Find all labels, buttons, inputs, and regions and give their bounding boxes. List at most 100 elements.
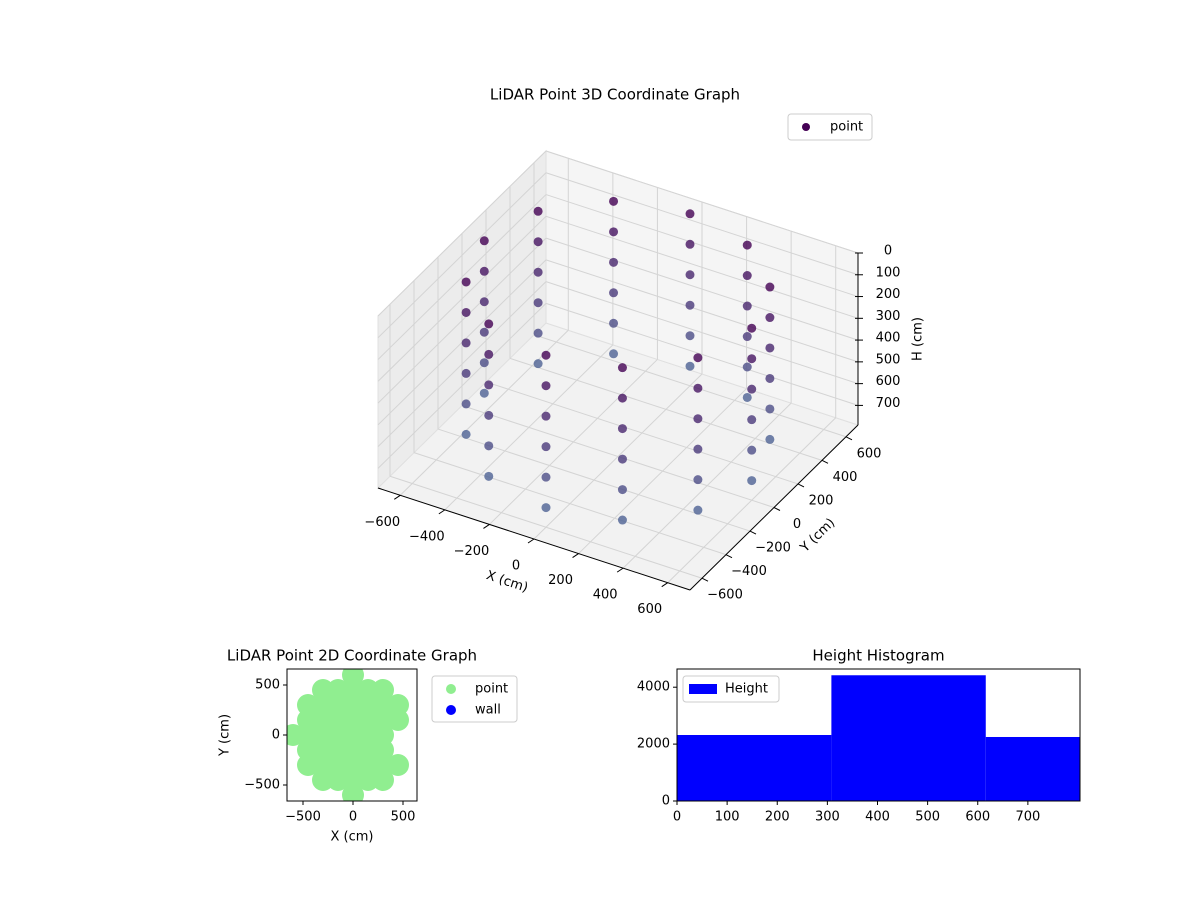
point [533,328,543,338]
point [533,267,543,277]
point [617,454,627,464]
grid-line [533,334,847,438]
point [533,206,543,216]
x-tick-label: −500 [285,810,321,825]
point [617,393,627,403]
point [484,349,494,359]
point [387,754,409,776]
z-tick-label: 500 [876,352,901,367]
point [484,410,494,420]
legend-label: Height [725,682,768,697]
x-tick [527,538,535,544]
legend-label: point [830,120,863,135]
y-axis-label: Y (cm) [218,714,233,757]
point [609,288,619,298]
y-tick [749,530,757,535]
grid-line [377,194,547,360]
x-tick [572,553,579,558]
point [765,373,775,383]
point [693,414,703,424]
y-tick [725,554,733,559]
point [533,298,543,308]
point [685,270,695,280]
point [479,266,489,276]
x-tick-label: 0 [512,559,520,574]
point [541,381,551,391]
point [533,359,543,369]
grid-line [545,302,859,406]
y-tick-label: −400 [731,564,767,579]
y-tick-label: −500 [244,778,280,793]
point [765,282,775,292]
point [765,404,775,414]
frame [286,668,418,802]
point [372,679,394,701]
z-tick-label: 300 [876,309,901,324]
y-tick-label: 4000 [637,680,670,695]
point [541,350,551,360]
x-tick-label: −200 [454,544,490,559]
point [541,503,551,513]
x-tick-label: −600 [364,515,400,530]
bar [831,675,986,801]
point [765,434,775,444]
point [541,411,551,421]
point [685,331,695,341]
y-tick-label: 2000 [637,737,670,752]
x-tick-label: 100 [715,810,740,825]
grid-line [377,281,547,447]
point [479,236,489,246]
grid-line [377,150,547,317]
x-tick-label: −400 [409,529,445,544]
x-tick [661,582,668,588]
grid-line [377,303,547,469]
point [541,442,551,452]
plot-area [287,669,409,801]
legend-swatch [689,684,717,694]
point [617,485,627,495]
point [747,354,757,364]
chart-title: Height Histogram [812,647,944,665]
y-tick-label: 200 [809,493,834,508]
x-tick-label: 200 [765,810,790,825]
legend-label: wall [475,703,501,718]
x-tick-label: 400 [593,588,618,603]
z-tick-label: 0 [884,244,892,259]
axis-line [377,487,691,591]
y-tick-label: 0 [793,517,801,532]
x-tick [438,509,446,515]
x-tick-label: 700 [1015,810,1040,825]
point [461,368,471,378]
y-tick [773,507,781,511]
x-tick [394,494,401,500]
legend-box [682,675,780,703]
point [685,361,695,371]
point [742,332,752,342]
point [747,445,757,455]
grid-line [545,215,859,319]
z-tick-label: 400 [876,331,901,346]
point [609,227,619,237]
z-tick-label: 100 [876,265,901,280]
point [479,358,489,368]
point [617,424,627,434]
grid-line [545,259,859,363]
point [387,694,409,716]
z-tick-label: 600 [876,374,901,389]
y-tick [797,483,805,488]
x-tick-label: 500 [391,810,416,825]
point [461,307,471,317]
point [484,380,494,390]
point [693,475,703,485]
point [747,415,757,425]
point [617,515,627,525]
z-axis-label: H (cm) [911,317,926,361]
point [484,441,494,451]
legend-box [787,113,873,141]
point [765,313,775,323]
x-tick-label: 300 [815,810,840,825]
x-tick-label: 400 [865,810,890,825]
x-axis-label: X (cm) [331,830,374,845]
